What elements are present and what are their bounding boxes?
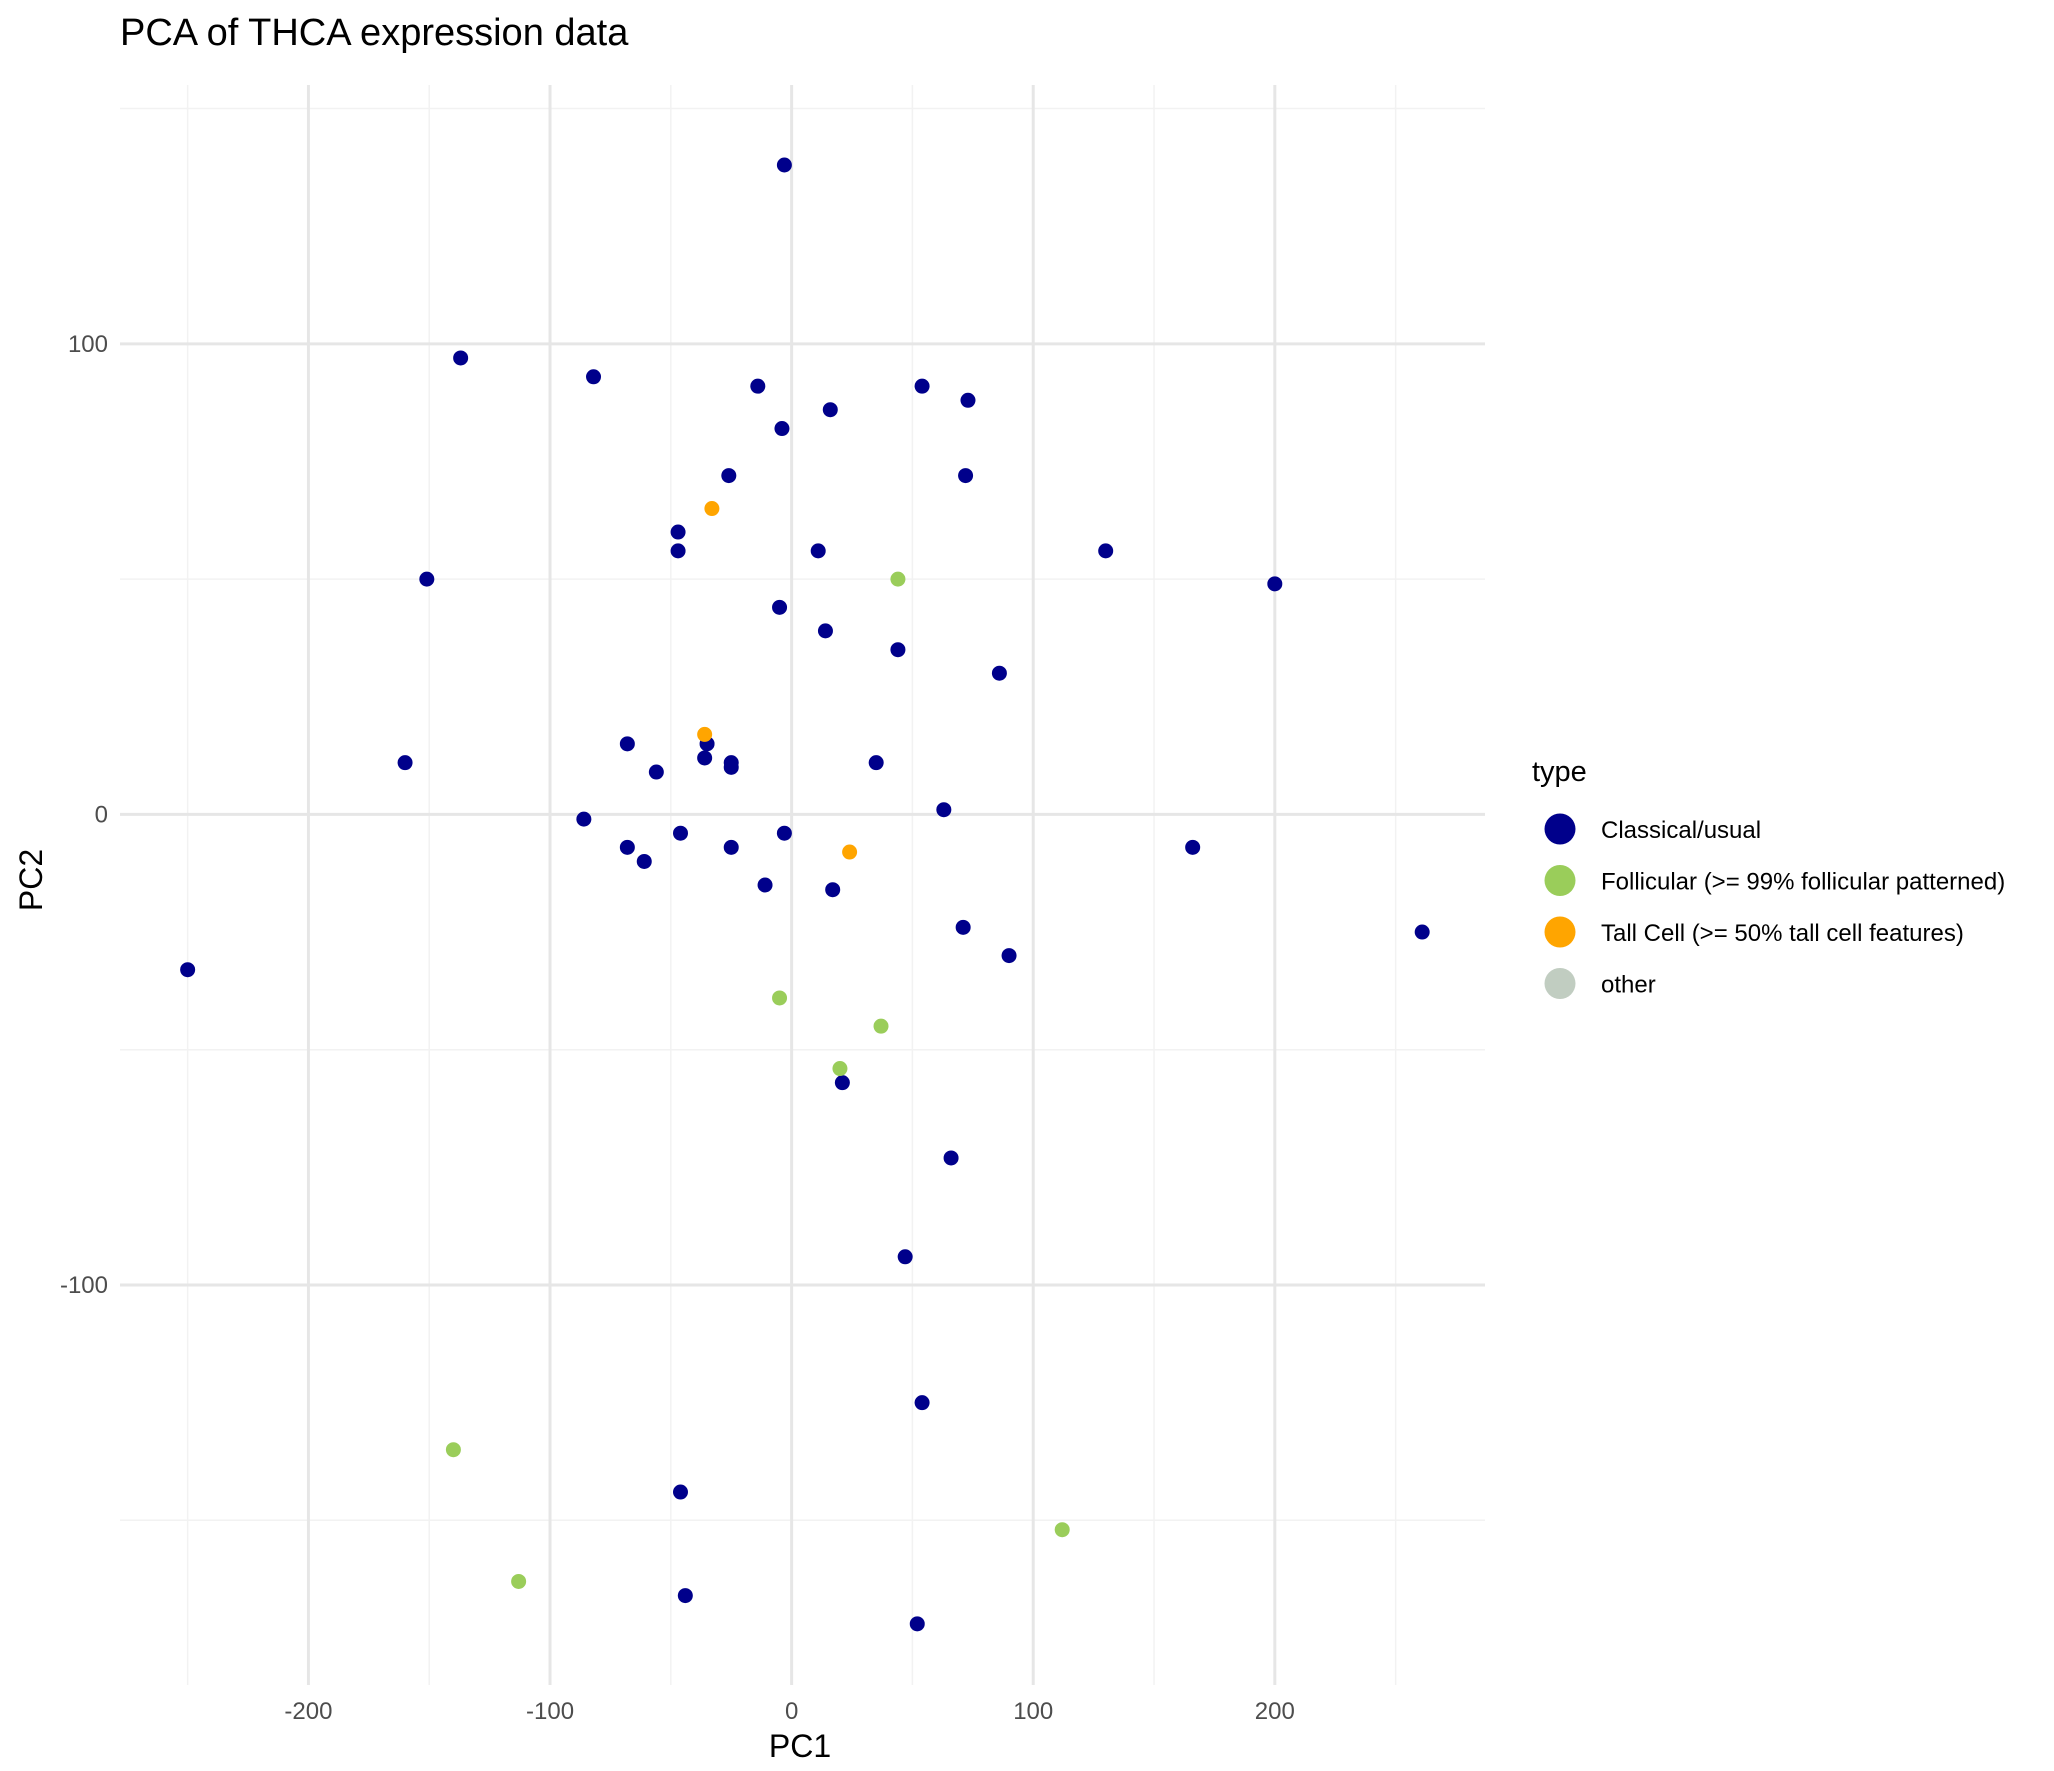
data-point bbox=[960, 392, 976, 408]
data-point bbox=[1185, 839, 1201, 855]
data-point bbox=[1414, 924, 1430, 940]
x-tick-labels: -200 -100 0 100 200 bbox=[284, 1698, 1294, 1725]
data-point bbox=[704, 501, 720, 517]
data-point bbox=[890, 571, 906, 587]
x-tick-label: 100 bbox=[1013, 1698, 1053, 1725]
y-tick-labels: -100 0 100 bbox=[60, 331, 108, 1299]
data-point bbox=[723, 759, 739, 775]
data-point bbox=[1054, 1522, 1070, 1538]
data-point bbox=[810, 543, 826, 559]
y-tick-label: 100 bbox=[68, 331, 108, 358]
y-tick-label: 0 bbox=[95, 801, 108, 828]
data-point bbox=[774, 421, 790, 437]
x-tick-label: 0 bbox=[785, 1698, 798, 1725]
legend-label: Follicular (>= 99% follicular patterned) bbox=[1601, 869, 2005, 896]
minor-gridlines bbox=[120, 85, 1485, 1685]
legend-label: other bbox=[1601, 972, 1656, 999]
x-tick-label: -100 bbox=[526, 1698, 574, 1725]
legend: type Classical/usual Follicular (>= 99% f… bbox=[1532, 756, 2005, 999]
data-point bbox=[723, 839, 739, 855]
data-point bbox=[648, 764, 664, 780]
data-point bbox=[991, 665, 1007, 681]
data-point bbox=[834, 1075, 850, 1091]
legend-title: type bbox=[1532, 756, 1587, 788]
data-point bbox=[958, 468, 974, 484]
data-point bbox=[914, 1395, 930, 1411]
data-point bbox=[576, 811, 592, 827]
data-point bbox=[750, 378, 766, 394]
data-point bbox=[453, 350, 469, 366]
data-point bbox=[890, 642, 906, 658]
data-point bbox=[670, 543, 686, 559]
data-point bbox=[825, 882, 841, 898]
data-point bbox=[445, 1442, 461, 1458]
data-point bbox=[697, 726, 713, 742]
data-point bbox=[936, 802, 952, 818]
legend-label: Classical/usual bbox=[1601, 817, 1761, 844]
x-tick-label: -200 bbox=[284, 1698, 332, 1725]
legend-key bbox=[1544, 968, 1576, 999]
y-axis-title: PC2 bbox=[13, 849, 49, 911]
data-point bbox=[955, 919, 971, 935]
data-points bbox=[180, 157, 1430, 1632]
major-gridlines bbox=[120, 85, 1485, 1685]
data-point bbox=[873, 1018, 889, 1034]
y-tick-label: -100 bbox=[60, 1272, 108, 1299]
data-point bbox=[943, 1150, 959, 1166]
legend-key bbox=[1544, 916, 1576, 948]
data-point bbox=[914, 378, 930, 394]
data-point bbox=[822, 402, 838, 418]
data-point bbox=[619, 839, 635, 855]
data-point bbox=[636, 853, 652, 869]
data-point bbox=[697, 750, 713, 766]
data-point bbox=[897, 1249, 913, 1265]
data-point bbox=[817, 623, 833, 639]
data-point bbox=[586, 369, 602, 385]
data-point bbox=[721, 468, 737, 484]
legend-label: Tall Cell (>= 50% tall cell features) bbox=[1601, 920, 1964, 947]
data-point bbox=[677, 1588, 693, 1604]
data-point bbox=[672, 825, 688, 841]
data-point bbox=[842, 844, 858, 860]
data-point bbox=[1098, 543, 1114, 559]
data-point bbox=[757, 877, 773, 893]
data-point bbox=[832, 1061, 848, 1077]
data-point bbox=[419, 571, 435, 587]
data-point bbox=[776, 825, 792, 841]
data-point bbox=[511, 1573, 527, 1589]
data-point bbox=[868, 755, 884, 771]
legend-key bbox=[1544, 865, 1576, 896]
data-point bbox=[1267, 576, 1283, 592]
chart-title: PCA of THCA expression data bbox=[120, 12, 629, 54]
data-point bbox=[670, 524, 686, 540]
x-tick-label: 200 bbox=[1255, 1698, 1295, 1725]
data-point bbox=[772, 599, 788, 615]
data-point bbox=[672, 1484, 688, 1500]
x-axis-title: PC1 bbox=[769, 1728, 831, 1764]
data-point bbox=[776, 157, 792, 173]
data-point bbox=[909, 1616, 925, 1632]
data-point bbox=[1001, 948, 1017, 964]
data-point bbox=[772, 990, 788, 1006]
data-point bbox=[397, 755, 413, 771]
data-point bbox=[619, 736, 635, 752]
data-point bbox=[180, 962, 196, 978]
legend-key bbox=[1544, 813, 1576, 845]
